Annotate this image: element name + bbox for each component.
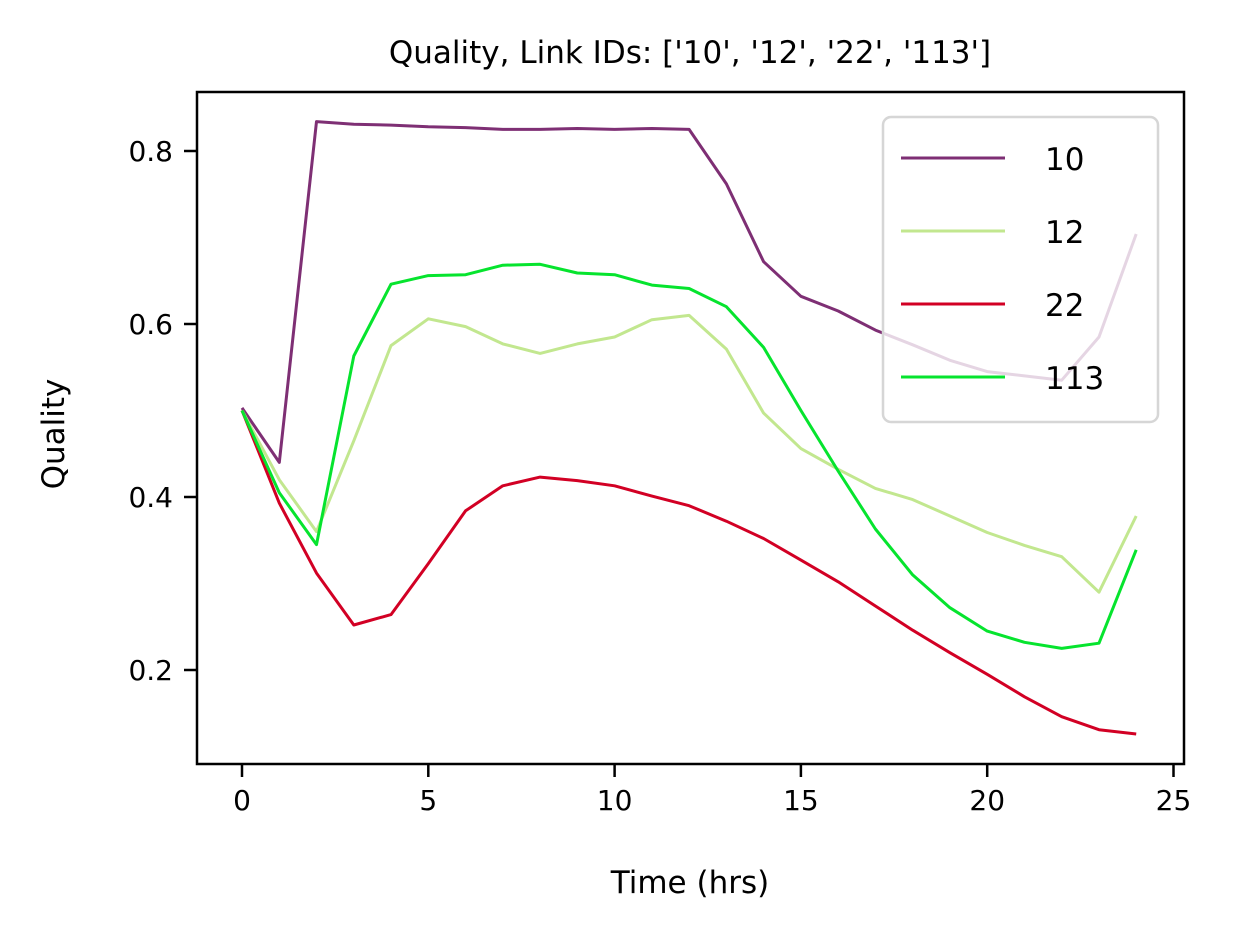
series-line-113	[240, 262, 1138, 650]
x-tick-label: 20	[969, 784, 1005, 817]
legend-label-22: 22	[1045, 288, 1084, 324]
y-tick-label: 0.4	[128, 481, 173, 514]
y-tick-label: 0.8	[128, 135, 173, 168]
y-tick-label: 0.2	[128, 654, 173, 687]
series-line-12	[240, 313, 1138, 594]
y-tick-label: 0.6	[128, 308, 173, 341]
x-tick-label: 25	[1156, 784, 1192, 817]
legend-label-12: 12	[1045, 215, 1084, 251]
x-axis-ticks: 0 5 10 15 20 25	[233, 764, 1191, 817]
chart-title: Quality, Link IDs: ['10', '12', '22', '1…	[389, 35, 991, 71]
y-axis-ticks: 0.2 0.4 0.6 0.8	[128, 135, 197, 687]
legend-box	[881, 115, 1160, 424]
x-tick-label: 10	[597, 784, 633, 817]
legend-label-10: 10	[1045, 142, 1084, 178]
legend: 10 12 22 113	[881, 115, 1160, 424]
axes-frame	[195, 90, 1186, 766]
x-tick-label: 5	[419, 784, 437, 817]
legend-label-113: 113	[1045, 361, 1104, 397]
x-axis-label: Time (hrs)	[610, 865, 769, 901]
series-line-22	[240, 409, 1137, 736]
y-axis-label: Quality	[36, 379, 72, 490]
x-tick-label: 15	[783, 784, 819, 817]
x-tick-label: 0	[233, 784, 251, 817]
